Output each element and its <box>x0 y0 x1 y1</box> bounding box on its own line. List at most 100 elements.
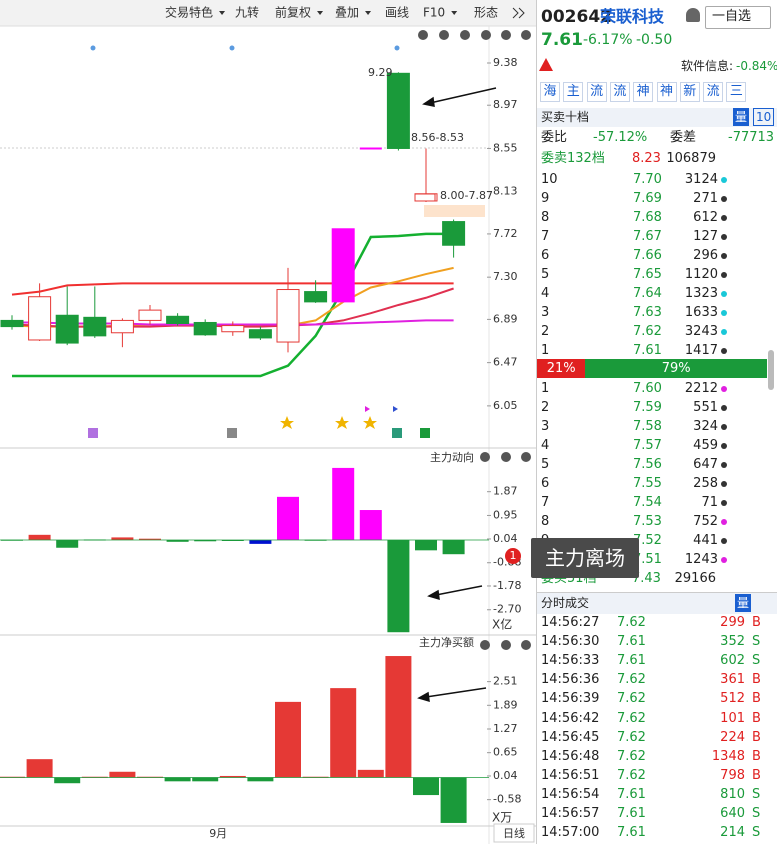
warning-icon <box>539 58 553 71</box>
candle-body <box>221 325 245 333</box>
badge[interactable]: 10 <box>753 108 775 126</box>
event-icons <box>88 406 430 438</box>
trade-side: B <box>752 672 761 688</box>
bar <box>359 510 382 540</box>
ratio-bar <box>585 359 767 378</box>
flag-dot <box>721 386 727 392</box>
trade-volume: 640 <box>720 806 745 821</box>
trade-price: 7.61 <box>617 634 646 650</box>
toolbar-item[interactable]: 形态 <box>474 6 498 20</box>
volume: 1323 <box>684 286 718 301</box>
candle-body <box>166 315 190 325</box>
bar <box>247 777 274 782</box>
flag-dot <box>721 196 727 202</box>
trade-price: 7.62 <box>617 767 646 783</box>
change-pct: -6.17% <box>583 32 633 48</box>
y-tick-label: 7.30 <box>493 270 518 283</box>
bell-icon <box>686 8 700 22</box>
volume: 752 <box>693 514 718 529</box>
summary-label: 委卖132档 <box>541 151 605 166</box>
trade-volume: 361 <box>720 672 745 688</box>
trade-price: 7.61 <box>617 825 646 841</box>
trade-time: 14:56:57 <box>541 806 600 821</box>
alert-text[interactable]: 主力离场 <box>545 546 625 570</box>
panel-tools <box>418 30 531 650</box>
y-tick-label: 6.05 <box>493 399 518 412</box>
watch-button[interactable]: 一自选 <box>712 9 752 24</box>
toolbar-item[interactable]: 叠加 <box>335 6 359 20</box>
notice-label: 软件信息: <box>681 59 734 73</box>
bar <box>415 539 437 551</box>
more-icon[interactable] <box>512 7 525 19</box>
y-tick-label: -1.78 <box>493 579 521 592</box>
flag-dot <box>721 424 727 430</box>
price: 7.69 <box>633 191 662 206</box>
toolbar-item[interactable]: 画线 <box>385 6 409 20</box>
tab[interactable]: 流 <box>586 82 607 102</box>
toolbar-item[interactable]: 九转 <box>235 5 259 20</box>
trade-price: 7.62 <box>617 691 646 707</box>
flag-dot <box>721 253 727 259</box>
alert-popup[interactable] <box>531 538 639 578</box>
tab[interactable]: 流 <box>703 82 724 102</box>
tab[interactable]: 三 <box>726 82 747 102</box>
trade-price: 7.62 <box>617 748 646 764</box>
toolbar-item[interactable]: 交易特色 <box>165 5 213 20</box>
trade-side: S <box>752 786 761 802</box>
price: 7.51 <box>633 552 662 567</box>
panel-title: 主力净买额 <box>419 635 474 649</box>
price: 7.59 <box>633 400 662 415</box>
volume: 258 <box>693 476 718 491</box>
summary-volume: 29166 <box>674 571 716 586</box>
trade-time: 14:56:48 <box>541 748 600 764</box>
trade-side: B <box>752 615 761 630</box>
period-box <box>493 823 535 843</box>
price: 7.61 <box>541 30 583 50</box>
bar <box>332 467 355 540</box>
price: 7.66 <box>633 248 662 263</box>
summary-price: 8.23 <box>632 151 661 166</box>
bar <box>413 777 439 796</box>
level: 1 <box>541 343 550 358</box>
price: 7.56 <box>633 457 662 472</box>
trade-time: 14:56:54 <box>541 786 600 802</box>
candle-body <box>386 72 410 149</box>
badge[interactable]: 量 <box>735 594 752 612</box>
period-label[interactable]: 日线 <box>503 826 525 840</box>
tab[interactable]: 神 <box>656 82 677 102</box>
divider <box>536 0 537 844</box>
candle-body <box>110 319 134 334</box>
level: 1 <box>541 381 550 396</box>
toolbar-item[interactable]: 前复权 <box>275 5 311 20</box>
y-tick-label: 1.27 <box>493 722 518 735</box>
section-bg <box>537 108 777 127</box>
toolbar-item[interactable]: F10 <box>423 6 445 20</box>
tab[interactable]: 新 <box>679 82 700 102</box>
trade-volume: 798 <box>720 767 745 783</box>
volume: 1120 <box>684 267 718 282</box>
flag-dot <box>721 557 727 563</box>
volume: 2212 <box>684 381 718 396</box>
bar <box>192 777 219 782</box>
price: 7.52 <box>633 533 662 548</box>
badge[interactable]: 量 <box>733 108 750 126</box>
trade-side: S <box>752 806 761 821</box>
volume: 71 <box>701 495 718 510</box>
signal-dots <box>90 45 400 51</box>
trade-side: B <box>752 767 761 783</box>
volume: 296 <box>693 248 718 263</box>
ratio-label: 79% <box>661 361 691 376</box>
candle-body <box>28 296 52 341</box>
tab[interactable]: 海 <box>540 82 560 102</box>
bar <box>221 539 244 541</box>
dropdown-arrow <box>219 11 226 15</box>
flag-dot <box>721 272 727 278</box>
tab[interactable]: 神 <box>633 82 654 102</box>
tab[interactable]: 流 <box>609 82 630 102</box>
tab[interactable]: 主 <box>563 82 584 102</box>
candle-body <box>248 329 272 339</box>
candle-body <box>138 309 162 321</box>
candle-body <box>193 321 217 336</box>
trade-price: 7.61 <box>617 806 646 821</box>
